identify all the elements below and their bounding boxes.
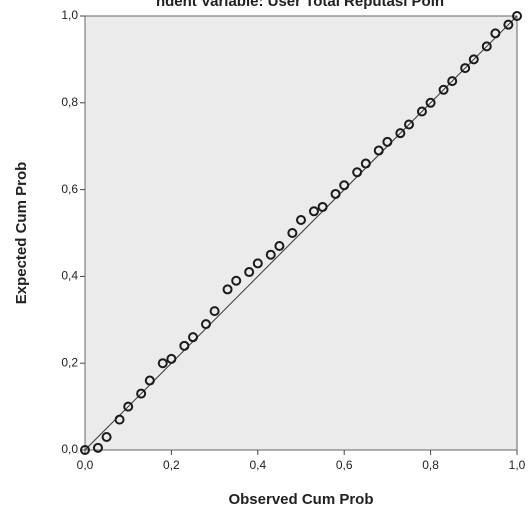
- x-tick-label: 0,0: [77, 458, 94, 472]
- y-tick-label: 0,4: [61, 269, 78, 283]
- point: [136, 388, 147, 399]
- point: [330, 188, 341, 199]
- point: [80, 445, 90, 455]
- point: [360, 158, 371, 169]
- x-tick-label: 0,4: [249, 458, 266, 472]
- point: [460, 63, 471, 74]
- point: [231, 275, 242, 286]
- point: [144, 375, 155, 386]
- point: [296, 214, 306, 225]
- point: [244, 267, 255, 278]
- point: [512, 11, 522, 21]
- point: [438, 84, 449, 95]
- point: [339, 180, 350, 191]
- point: [114, 414, 125, 425]
- point: [404, 119, 414, 130]
- point: [265, 249, 276, 260]
- point: [416, 106, 427, 117]
- point: [92, 442, 103, 453]
- point: [468, 54, 479, 65]
- y-tick-label: 0,0: [61, 442, 78, 456]
- point: [123, 401, 134, 412]
- point: [308, 206, 319, 217]
- point: [274, 241, 285, 252]
- reference-line: [84, 15, 518, 451]
- point: [382, 136, 393, 147]
- point: [222, 284, 233, 295]
- y-tick-label: 0,6: [61, 182, 78, 196]
- point: [209, 306, 220, 317]
- point: [179, 340, 190, 351]
- point: [395, 128, 406, 139]
- point: [481, 41, 492, 52]
- point: [101, 431, 112, 442]
- point: [373, 145, 384, 156]
- point: [352, 167, 363, 178]
- point: [188, 332, 198, 343]
- point: [166, 353, 177, 364]
- y-tick-label: 0,8: [61, 95, 78, 109]
- x-tick-label: 0,6: [336, 458, 353, 472]
- point: [200, 319, 211, 330]
- y-tick-label: 1,0: [61, 8, 78, 22]
- point: [425, 97, 436, 108]
- point: [287, 228, 298, 238]
- point: [157, 358, 168, 369]
- y-axis-title: Expected Cum Prob: [13, 162, 30, 305]
- point: [447, 76, 458, 87]
- y-tick-label: 0,2: [61, 355, 78, 369]
- point: [252, 258, 263, 269]
- x-tick-label: 0,2: [163, 458, 180, 472]
- x-axis-title: Observed Cum Prob: [228, 491, 373, 508]
- chart-title: ndent Variable: User Total Reputasi Poin: [156, 0, 444, 10]
- point: [317, 201, 328, 212]
- x-tick-label: 1,0: [509, 458, 526, 472]
- point: [490, 28, 501, 39]
- point: [503, 19, 514, 30]
- x-tick-label: 0,8: [422, 458, 439, 472]
